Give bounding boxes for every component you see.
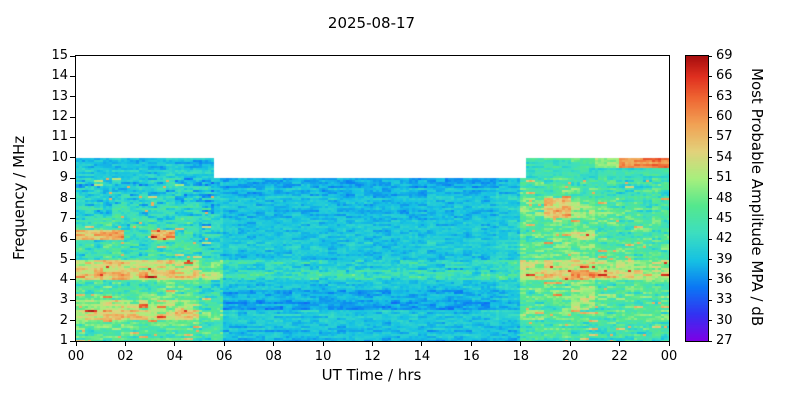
x-tick-mark (470, 341, 472, 346)
y-tick-label: 7 (59, 210, 68, 226)
y-tick-label: 6 (59, 231, 68, 247)
y-tick-label: 5 (59, 251, 68, 267)
heatmap-canvas (76, 56, 669, 341)
colorbar: 27 30 33 36 39 42 45 48 51 54 57 60 63 66 69 (685, 48, 733, 348)
colorbar-tick-mark (708, 96, 712, 98)
x-tick-mark (569, 341, 571, 346)
x-tick-label: 16 (463, 349, 480, 364)
colorbar-tick-mark (708, 218, 712, 220)
colorbar-canvas (686, 56, 708, 341)
colorbar-tick-mark (708, 136, 712, 138)
x-tick-label: 14 (413, 349, 431, 364)
plot-area: 00 02 04 06 08 10 12 14 16 18 20 22 00 1 2 3 4 5 6 7 8 9 10 11 1… (51, 48, 677, 364)
y-tick-mark (70, 218, 75, 220)
x-tick-mark (619, 341, 621, 346)
y-tick-mark (70, 157, 75, 159)
colorbar-tick-mark (708, 320, 712, 322)
x-tick-mark (322, 341, 324, 346)
y-tick-label: 1 (59, 333, 68, 348)
y-tick-label: 8 (59, 190, 68, 206)
x-tick-mark (124, 341, 126, 346)
x-tick-label: 18 (512, 349, 530, 364)
colorbar-tick-label: 66 (716, 68, 733, 84)
colorbar-tick-label: 33 (716, 292, 733, 308)
x-tick-mark (421, 341, 423, 346)
colorbar-tick-label: 54 (716, 149, 733, 165)
y-tick-mark (70, 96, 75, 98)
y-tick-mark (70, 198, 75, 199)
y-tick-label: 10 (51, 149, 68, 165)
colorbar-tick-label: 60 (716, 109, 733, 125)
colorbar-tick-label: 57 (716, 129, 733, 145)
x-tick-label: 06 (215, 349, 233, 364)
x-tick-label: 20 (561, 349, 579, 364)
y-tick-label: 2 (59, 312, 68, 328)
x-tick-label: 04 (166, 349, 184, 364)
x-tick-label: 08 (265, 349, 282, 364)
y-tick-mark (70, 259, 75, 261)
colorbar-tick-mark (708, 55, 712, 57)
colorbar-tick-mark (708, 340, 712, 342)
colorbar-tick-mark (708, 198, 712, 199)
colorbar-tick-label: 45 (716, 210, 733, 226)
colorbar-tick-label: 27 (716, 333, 733, 348)
y-tick-mark (70, 136, 75, 138)
y-tick-label: 9 (59, 170, 68, 186)
x-axis-label: UT Time / hrs (321, 366, 422, 384)
y-tick-label: 15 (51, 48, 68, 63)
y-tick-label: 12 (51, 109, 68, 125)
y-tick-label: 13 (51, 88, 68, 104)
x-tick-label: 10 (314, 349, 332, 364)
y-tick-mark (70, 340, 75, 342)
y-tick-mark (70, 238, 75, 240)
colorbar-tick-label: 48 (716, 190, 733, 206)
x-tick-mark (372, 341, 373, 346)
colorbar-tick-label: 36 (716, 271, 733, 287)
colorbar-tick-mark (708, 299, 712, 301)
y-tick-label: 14 (51, 68, 68, 84)
y-tick-mark (70, 320, 75, 322)
x-tick-mark (273, 341, 275, 346)
colorbar-tick-label: 42 (716, 231, 733, 247)
chart-title: 2025-08-17 (327, 14, 416, 32)
x-tick-label: 02 (117, 349, 134, 364)
y-tick-mark (70, 299, 75, 301)
x-tick-mark (174, 341, 176, 346)
x-tick-label: 22 (611, 349, 628, 364)
x-tick-label: 12 (364, 349, 381, 364)
colorbar-label: Most Probable Amplitude MPA / dB (748, 68, 766, 327)
y-tick-mark (70, 279, 75, 281)
x-tick-mark (520, 341, 522, 346)
y-tick-label: 4 (59, 271, 68, 287)
colorbar-tick-label: 63 (716, 88, 733, 104)
x-tick-label: 00 (67, 349, 85, 364)
colorbar-tick-mark (708, 157, 712, 159)
x-tick-mark (223, 341, 225, 346)
x-tick-mark (668, 341, 670, 346)
colorbar-tick-mark (708, 279, 712, 281)
y-tick-mark (70, 55, 75, 57)
y-tick-label: 11 (51, 129, 68, 145)
y-axis-label: Frequency / MHz (10, 135, 28, 260)
x-tick-label: 00 (660, 349, 678, 364)
x-tick-mark (75, 341, 77, 346)
colorbar-tick-label: 39 (716, 251, 733, 267)
colorbar-tick-mark (708, 75, 712, 77)
colorbar-tick-mark (708, 238, 712, 240)
colorbar-tick-label: 51 (716, 170, 733, 186)
colorbar-tick-mark (708, 116, 712, 118)
y-tick-mark (70, 75, 75, 77)
y-tick-mark (70, 177, 75, 179)
y-tick-mark (70, 116, 75, 118)
colorbar-tick-label: 30 (716, 312, 733, 328)
colorbar-tick-label: 69 (716, 48, 733, 63)
colorbar-tick-mark (708, 177, 712, 179)
y-tick-label: 3 (59, 292, 68, 308)
colorbar-tick-mark (708, 259, 712, 261)
